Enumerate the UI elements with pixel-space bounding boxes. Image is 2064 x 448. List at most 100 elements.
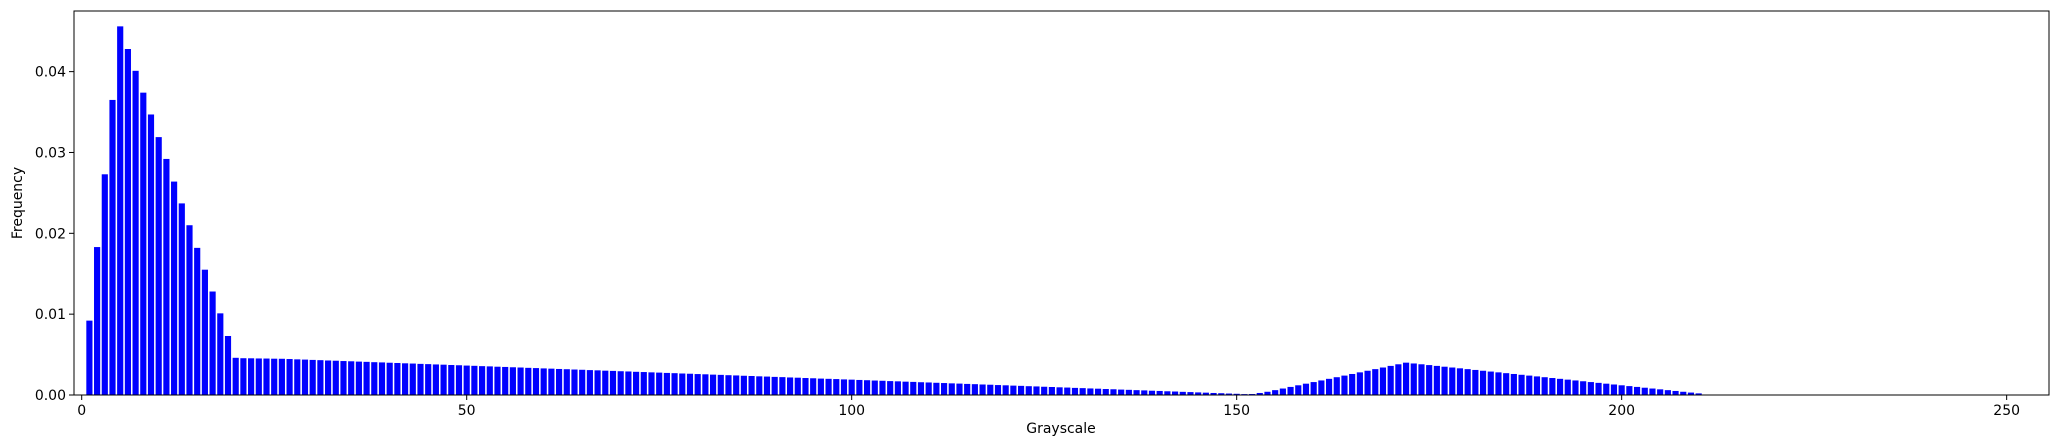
histogram-bar xyxy=(710,374,717,395)
histogram-bar xyxy=(1641,387,1648,395)
histogram-bar xyxy=(1164,391,1171,395)
histogram-bar xyxy=(248,358,255,395)
histogram-bar xyxy=(571,369,578,395)
histogram-bar xyxy=(471,365,478,395)
y-tick-label: 0.00 xyxy=(35,388,66,404)
histogram-bar xyxy=(1048,387,1055,395)
x-tick-label: 0 xyxy=(77,403,86,419)
x-tick-label: 150 xyxy=(1223,403,1250,419)
histogram-bar xyxy=(1426,365,1433,395)
histogram-bar xyxy=(1449,367,1456,395)
histogram-bar xyxy=(1187,392,1194,395)
histogram-bar xyxy=(1233,393,1240,395)
histogram-bar xyxy=(917,382,925,395)
histogram-bar xyxy=(409,363,416,395)
histogram-bar xyxy=(301,359,309,395)
histogram-bar xyxy=(594,370,601,395)
histogram-bar xyxy=(679,373,686,395)
histogram-bar xyxy=(925,382,932,395)
histogram-bar xyxy=(355,361,362,395)
histogram-bar xyxy=(556,368,563,395)
histogram-bar xyxy=(1349,373,1356,395)
histogram-bar xyxy=(209,291,216,395)
histogram-bar xyxy=(332,360,339,395)
histogram-bar xyxy=(1595,382,1602,395)
histogram-bar xyxy=(1526,375,1533,395)
histogram-bar xyxy=(994,385,1002,395)
x-tick-label: 200 xyxy=(1608,403,1635,419)
histogram-bar xyxy=(1610,384,1618,395)
histogram-bar xyxy=(340,361,347,395)
histogram-bar xyxy=(941,383,948,395)
histogram-bar xyxy=(1364,370,1371,395)
histogram-bar xyxy=(1433,365,1440,395)
histogram-bar xyxy=(702,374,709,395)
histogram-bar xyxy=(1657,389,1664,395)
histogram-bar xyxy=(1541,377,1548,395)
histogram-bar xyxy=(971,384,978,395)
histogram-bar xyxy=(1079,388,1086,395)
histogram-bar xyxy=(232,357,239,395)
histogram-bar xyxy=(1387,365,1394,395)
histogram-bar xyxy=(147,114,155,395)
histogram-bar xyxy=(633,371,640,395)
histogram-bar xyxy=(656,372,663,395)
histogram-bar xyxy=(1633,386,1641,395)
histogram-bar xyxy=(1580,381,1587,395)
histogram-bar xyxy=(740,375,747,395)
histogram-bar xyxy=(101,174,108,395)
histogram-bar xyxy=(848,379,855,395)
histogram-bar xyxy=(540,368,547,395)
histogram-bar xyxy=(948,383,955,395)
histogram-bar xyxy=(1379,367,1387,395)
histogram-bar xyxy=(810,378,817,395)
histogram-bar xyxy=(1510,373,1517,395)
histogram-bar xyxy=(1156,390,1163,395)
x-axis-label: Grayscale xyxy=(1026,421,1096,437)
y-tick-label: 0.02 xyxy=(35,226,66,242)
histogram-bar xyxy=(640,372,647,395)
histogram-bar xyxy=(278,358,285,395)
histogram-bar xyxy=(648,372,655,395)
histogram-bar xyxy=(694,374,701,395)
histogram-bar xyxy=(448,365,455,395)
histogram-bar xyxy=(386,362,393,395)
histogram-bar xyxy=(348,361,355,395)
y-tick-label: 0.01 xyxy=(35,307,66,323)
histogram-bar xyxy=(802,378,809,395)
histogram-bar xyxy=(1125,389,1132,395)
histogram-bar xyxy=(1141,390,1148,395)
histogram-bar xyxy=(1572,380,1579,395)
histogram-bar xyxy=(956,383,963,395)
histogram-bar xyxy=(1333,377,1340,395)
histogram-bar xyxy=(132,70,139,395)
histogram-bar xyxy=(155,137,162,396)
histogram-bar xyxy=(979,384,986,395)
histogram-bar xyxy=(1479,370,1487,395)
histogram-bar xyxy=(509,367,516,395)
histogram-bar xyxy=(1356,372,1363,395)
histogram-bar xyxy=(1010,385,1017,395)
histogram-bar xyxy=(402,363,409,395)
histogram-bar xyxy=(378,362,386,395)
histogram-bar xyxy=(902,381,909,395)
histogram-bar xyxy=(617,371,624,395)
histogram-bar xyxy=(1518,374,1525,395)
histogram-bar xyxy=(1018,385,1025,395)
histogram-bar xyxy=(794,377,801,395)
histogram-bar xyxy=(1372,369,1379,395)
histogram-bar xyxy=(1533,376,1541,395)
histogram-bar xyxy=(286,359,293,395)
histogram-bar xyxy=(833,379,840,395)
histogram-bar xyxy=(317,360,324,395)
x-tick-label: 250 xyxy=(1993,403,2020,419)
histogram-bar xyxy=(1118,389,1125,395)
histogram-bar xyxy=(1564,379,1571,395)
histogram-bar xyxy=(1441,366,1448,395)
histogram-bar xyxy=(117,26,124,396)
histogram-bar xyxy=(1672,390,1679,395)
histogram-bar xyxy=(86,320,93,395)
histogram-bar xyxy=(455,365,463,395)
histogram-bar xyxy=(894,381,901,395)
